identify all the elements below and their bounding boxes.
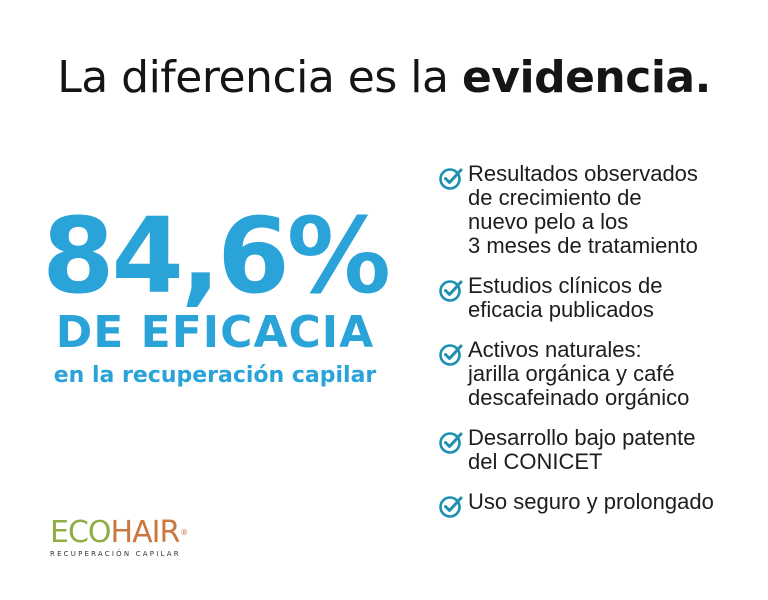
benefit-item: Desarrollo bajo patente del CONICET: [438, 426, 758, 474]
benefit-text: Estudios clínicos de eficacia publicados: [468, 273, 663, 322]
logo-registered-mark: ®: [180, 528, 188, 537]
check-circle-icon: [439, 432, 463, 454]
logo-eco: ECO: [50, 515, 112, 550]
headline: La diferencia es la evidencia.: [0, 52, 768, 103]
benefit-text: Desarrollo bajo patente del CONICET: [468, 425, 696, 474]
logo-tagline: RECUPERACIÓN CAPILAR: [50, 550, 181, 558]
ecohair-logo: ECOHAIR® RECUPERACIÓN CAPILAR: [50, 515, 188, 559]
efficacy-percentage: 84,6%: [42, 195, 391, 317]
benefit-item: Estudios clínicos de eficacia publicados: [438, 274, 758, 322]
efficacy-stat: 84,6% DE EFICACIA en la recuperación cap…: [30, 200, 400, 390]
benefits-list: Resultados observados de crecimiento de …: [438, 162, 758, 535]
benefit-text: Resultados observados de crecimiento de …: [468, 161, 698, 258]
check-circle-icon: [439, 344, 463, 366]
benefit-item: Activos naturales: jarilla orgánica y ca…: [438, 338, 758, 410]
check-circle-icon: [439, 168, 463, 190]
efficacy-subtitle: en la recuperación capilar: [53, 363, 377, 388]
benefit-text: Uso seguro y prolongado: [468, 489, 714, 514]
benefit-text: Activos naturales: jarilla orgánica y ca…: [468, 337, 690, 410]
benefit-item: Resultados observados de crecimiento de …: [438, 162, 758, 258]
efficacy-label: DE EFICACIA: [55, 307, 375, 358]
logo-hair: HAIR: [110, 515, 181, 550]
headline-regular: La diferencia es la: [57, 52, 462, 103]
headline-bold: evidencia.: [461, 52, 711, 103]
benefit-item: Uso seguro y prolongado: [438, 490, 758, 519]
check-circle-icon: [439, 496, 463, 518]
logo-wordmark: ECOHAIR®: [50, 515, 188, 550]
check-circle-icon: [439, 280, 463, 302]
